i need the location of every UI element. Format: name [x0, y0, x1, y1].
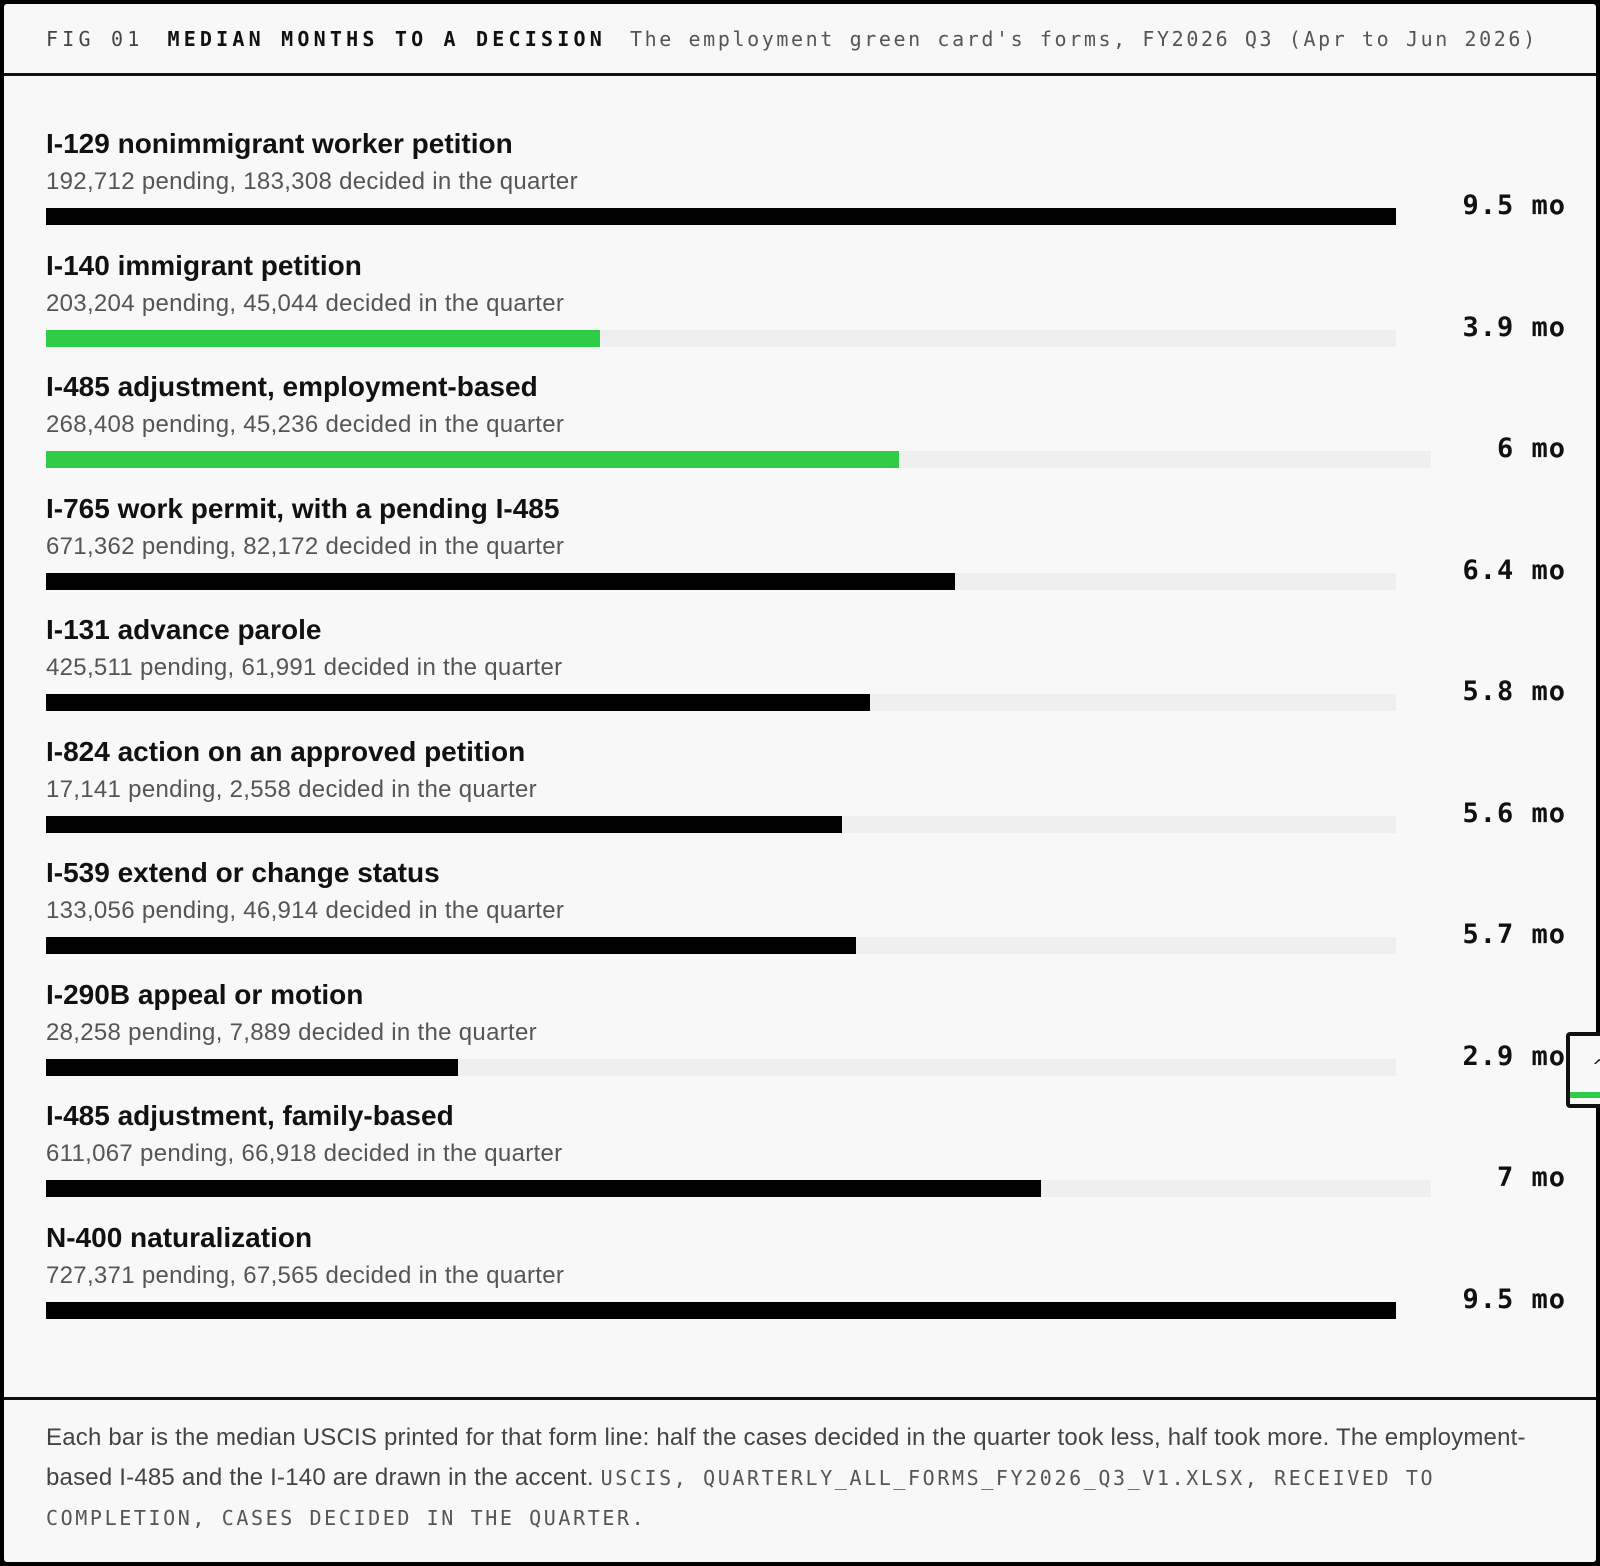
bar	[46, 815, 842, 833]
bar-row: I-485 adjustment, family-based 611,067 pe…	[46, 1100, 1566, 1224]
source-note: USCIS, QUARTERLY_ALL_FORMS_FY2026_Q3_V1.…	[46, 1466, 1436, 1530]
figure-number: FIG 01	[46, 26, 144, 51]
bar	[46, 1301, 1396, 1319]
bar-track	[46, 451, 1431, 468]
value-label: 5.7 mo	[1462, 919, 1566, 950]
category-detail: 133,056 pending, 46,914 decided in the q…	[46, 897, 565, 924]
bar	[46, 1180, 1041, 1197]
chart-title: MEDIAN MONTHS TO A DECISION	[167, 26, 606, 51]
value-label: 6.4 mo	[1462, 554, 1566, 586]
bar-track	[46, 1058, 1396, 1076]
figure-header: FIG 01 MEDIAN MONTHS TO A DECISION The e…	[4, 4, 1596, 76]
bar-track	[46, 937, 1396, 954]
chart-subtitle: The employment green card's forms, FY202…	[629, 26, 1538, 51]
bar	[46, 208, 1396, 225]
category-label: I-131 advance parole	[46, 614, 322, 645]
scroll-to-top-button[interactable]: ^	[1566, 1032, 1600, 1108]
bar-row: I-131 advance parole 425,511 pending, 61,…	[46, 614, 1566, 738]
bar-row: I-765 work permit, with a pending I-485 6…	[46, 493, 1566, 617]
category-label: N-400 naturalization	[46, 1221, 313, 1253]
category-detail: 425,511 pending, 61,991 decided in the q…	[46, 654, 563, 681]
bar	[46, 451, 899, 468]
category-label: I-129 nonimmigrant worker petition	[46, 128, 513, 159]
value-label: 2.9 mo	[1462, 1040, 1566, 1072]
category-label: I-485 adjustment, employment-based	[46, 371, 538, 402]
bar-row: I-539 extend or change status 133,056 pen…	[46, 857, 1566, 981]
value-label: 3.9 mo	[1462, 311, 1566, 343]
bar-row: I-485 adjustment, employment-based 268,40…	[46, 371, 1566, 495]
bar-track	[46, 815, 1396, 833]
bar	[46, 572, 956, 590]
bar-row: I-824 action on an approved petition 17,1…	[46, 736, 1566, 860]
bar-track	[46, 572, 1396, 590]
category-detail: 727,371 pending, 67,565 decided in the q…	[46, 1261, 565, 1289]
category-detail: 671,362 pending, 82,172 decided in the q…	[46, 532, 565, 560]
bar-track	[46, 208, 1396, 225]
bar-row: I-129 nonimmigrant worker petition 192,71…	[46, 128, 1566, 252]
category-label: I-485 adjustment, family-based	[46, 1100, 454, 1131]
bar-track	[46, 694, 1396, 711]
bar-row: I-290B appeal or motion 28,258 pending, 7…	[46, 979, 1566, 1103]
value-label: 6 mo	[1496, 433, 1566, 464]
category-label: I-140 immigrant petition	[46, 249, 362, 281]
footer-divider	[4, 1397, 1596, 1400]
value-label: 9.5 mo	[1462, 1283, 1566, 1315]
value-label: 7 mo	[1496, 1162, 1566, 1193]
category-label: I-539 extend or change status	[46, 857, 440, 888]
category-detail: 203,204 pending, 45,044 decided in the q…	[46, 289, 565, 317]
figure-card: FIG 01 MEDIAN MONTHS TO A DECISION The e…	[4, 4, 1596, 1562]
value-label: 9.5 mo	[1462, 190, 1566, 221]
bar-track	[46, 1180, 1431, 1197]
category-detail: 268,408 pending, 45,236 decided in the q…	[46, 411, 565, 438]
category-label: I-765 work permit, with a pending I-485	[46, 492, 560, 524]
bar	[46, 694, 871, 711]
bar	[46, 937, 856, 954]
bar	[46, 1058, 459, 1076]
footnote-text: Each bar is the median USCIS printed for…	[46, 1424, 1526, 1491]
category-detail: 192,712 pending, 183,308 decided in the …	[46, 168, 578, 195]
category-detail: 611,067 pending, 66,918 decided in the q…	[46, 1140, 563, 1167]
bar-track	[46, 329, 1396, 347]
category-label: I-824 action on an approved petition	[46, 735, 526, 767]
value-label: 5.6 mo	[1462, 797, 1566, 829]
bar-track	[46, 1301, 1396, 1319]
chevron-up-icon: ^	[1592, 1056, 1600, 1077]
category-detail: 28,258 pending, 7,889 decided in the qua…	[46, 1018, 537, 1046]
bar	[46, 329, 601, 347]
value-label: 5.8 mo	[1462, 676, 1566, 707]
category-label: I-290B appeal or motion	[46, 978, 364, 1010]
bar-row: N-400 naturalization 727,371 pending, 67,…	[46, 1222, 1566, 1346]
footnote: Each bar is the median USCIS printed for…	[46, 1418, 1566, 1538]
bar-row: I-140 immigrant petition 203,204 pending,…	[46, 250, 1566, 374]
progress-indicator	[1570, 1092, 1600, 1098]
category-detail: 17,141 pending, 2,558 decided in the qua…	[46, 775, 537, 803]
